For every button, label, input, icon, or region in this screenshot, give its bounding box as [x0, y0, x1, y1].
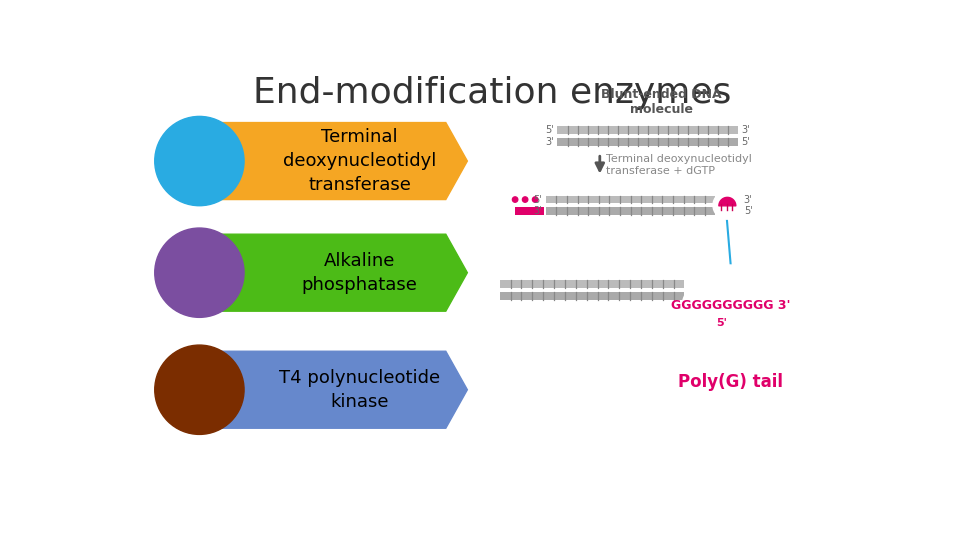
Text: Alkaline
phosphatase: Alkaline phosphatase: [301, 252, 418, 294]
Text: Terminal
deoxynucleotidyl
transferase: Terminal deoxynucleotidyl transferase: [283, 129, 436, 194]
Bar: [500, 280, 684, 288]
Polygon shape: [196, 351, 468, 428]
Text: Terminal deoxynucleotidyl
transferase + dGTP: Terminal deoxynucleotidyl transferase + …: [606, 154, 752, 176]
Bar: [500, 292, 684, 300]
Circle shape: [513, 197, 517, 202]
Circle shape: [155, 228, 244, 318]
Bar: [546, 207, 715, 215]
Circle shape: [681, 265, 780, 365]
Bar: [558, 138, 738, 146]
Text: GGGGGGGGGG 3': GGGGGGGGGG 3': [671, 299, 790, 312]
Circle shape: [713, 192, 741, 219]
Text: 3': 3': [744, 194, 753, 205]
Polygon shape: [196, 123, 468, 200]
Bar: [516, 207, 544, 215]
Text: 5': 5': [741, 137, 750, 147]
Bar: [558, 126, 738, 134]
Circle shape: [155, 345, 244, 434]
Text: T4 polynucleotide
kinase: T4 polynucleotide kinase: [279, 369, 440, 410]
Bar: [546, 195, 715, 204]
Text: Blunt-ended DNA
molecule: Blunt-ended DNA molecule: [601, 88, 722, 116]
Text: 5': 5': [744, 206, 753, 216]
Text: 3': 3': [545, 137, 554, 147]
Text: Poly(G) tail: Poly(G) tail: [678, 373, 783, 391]
Text: 5': 5': [716, 318, 727, 328]
Text: End-modification enzymes: End-modification enzymes: [252, 76, 732, 110]
Circle shape: [155, 117, 244, 206]
Text: 5': 5': [545, 125, 554, 135]
Text: 3': 3': [534, 206, 542, 216]
Circle shape: [533, 197, 538, 202]
Text: 3': 3': [741, 125, 750, 135]
Text: 5': 5': [534, 194, 542, 205]
Polygon shape: [196, 234, 468, 311]
Circle shape: [522, 197, 528, 202]
